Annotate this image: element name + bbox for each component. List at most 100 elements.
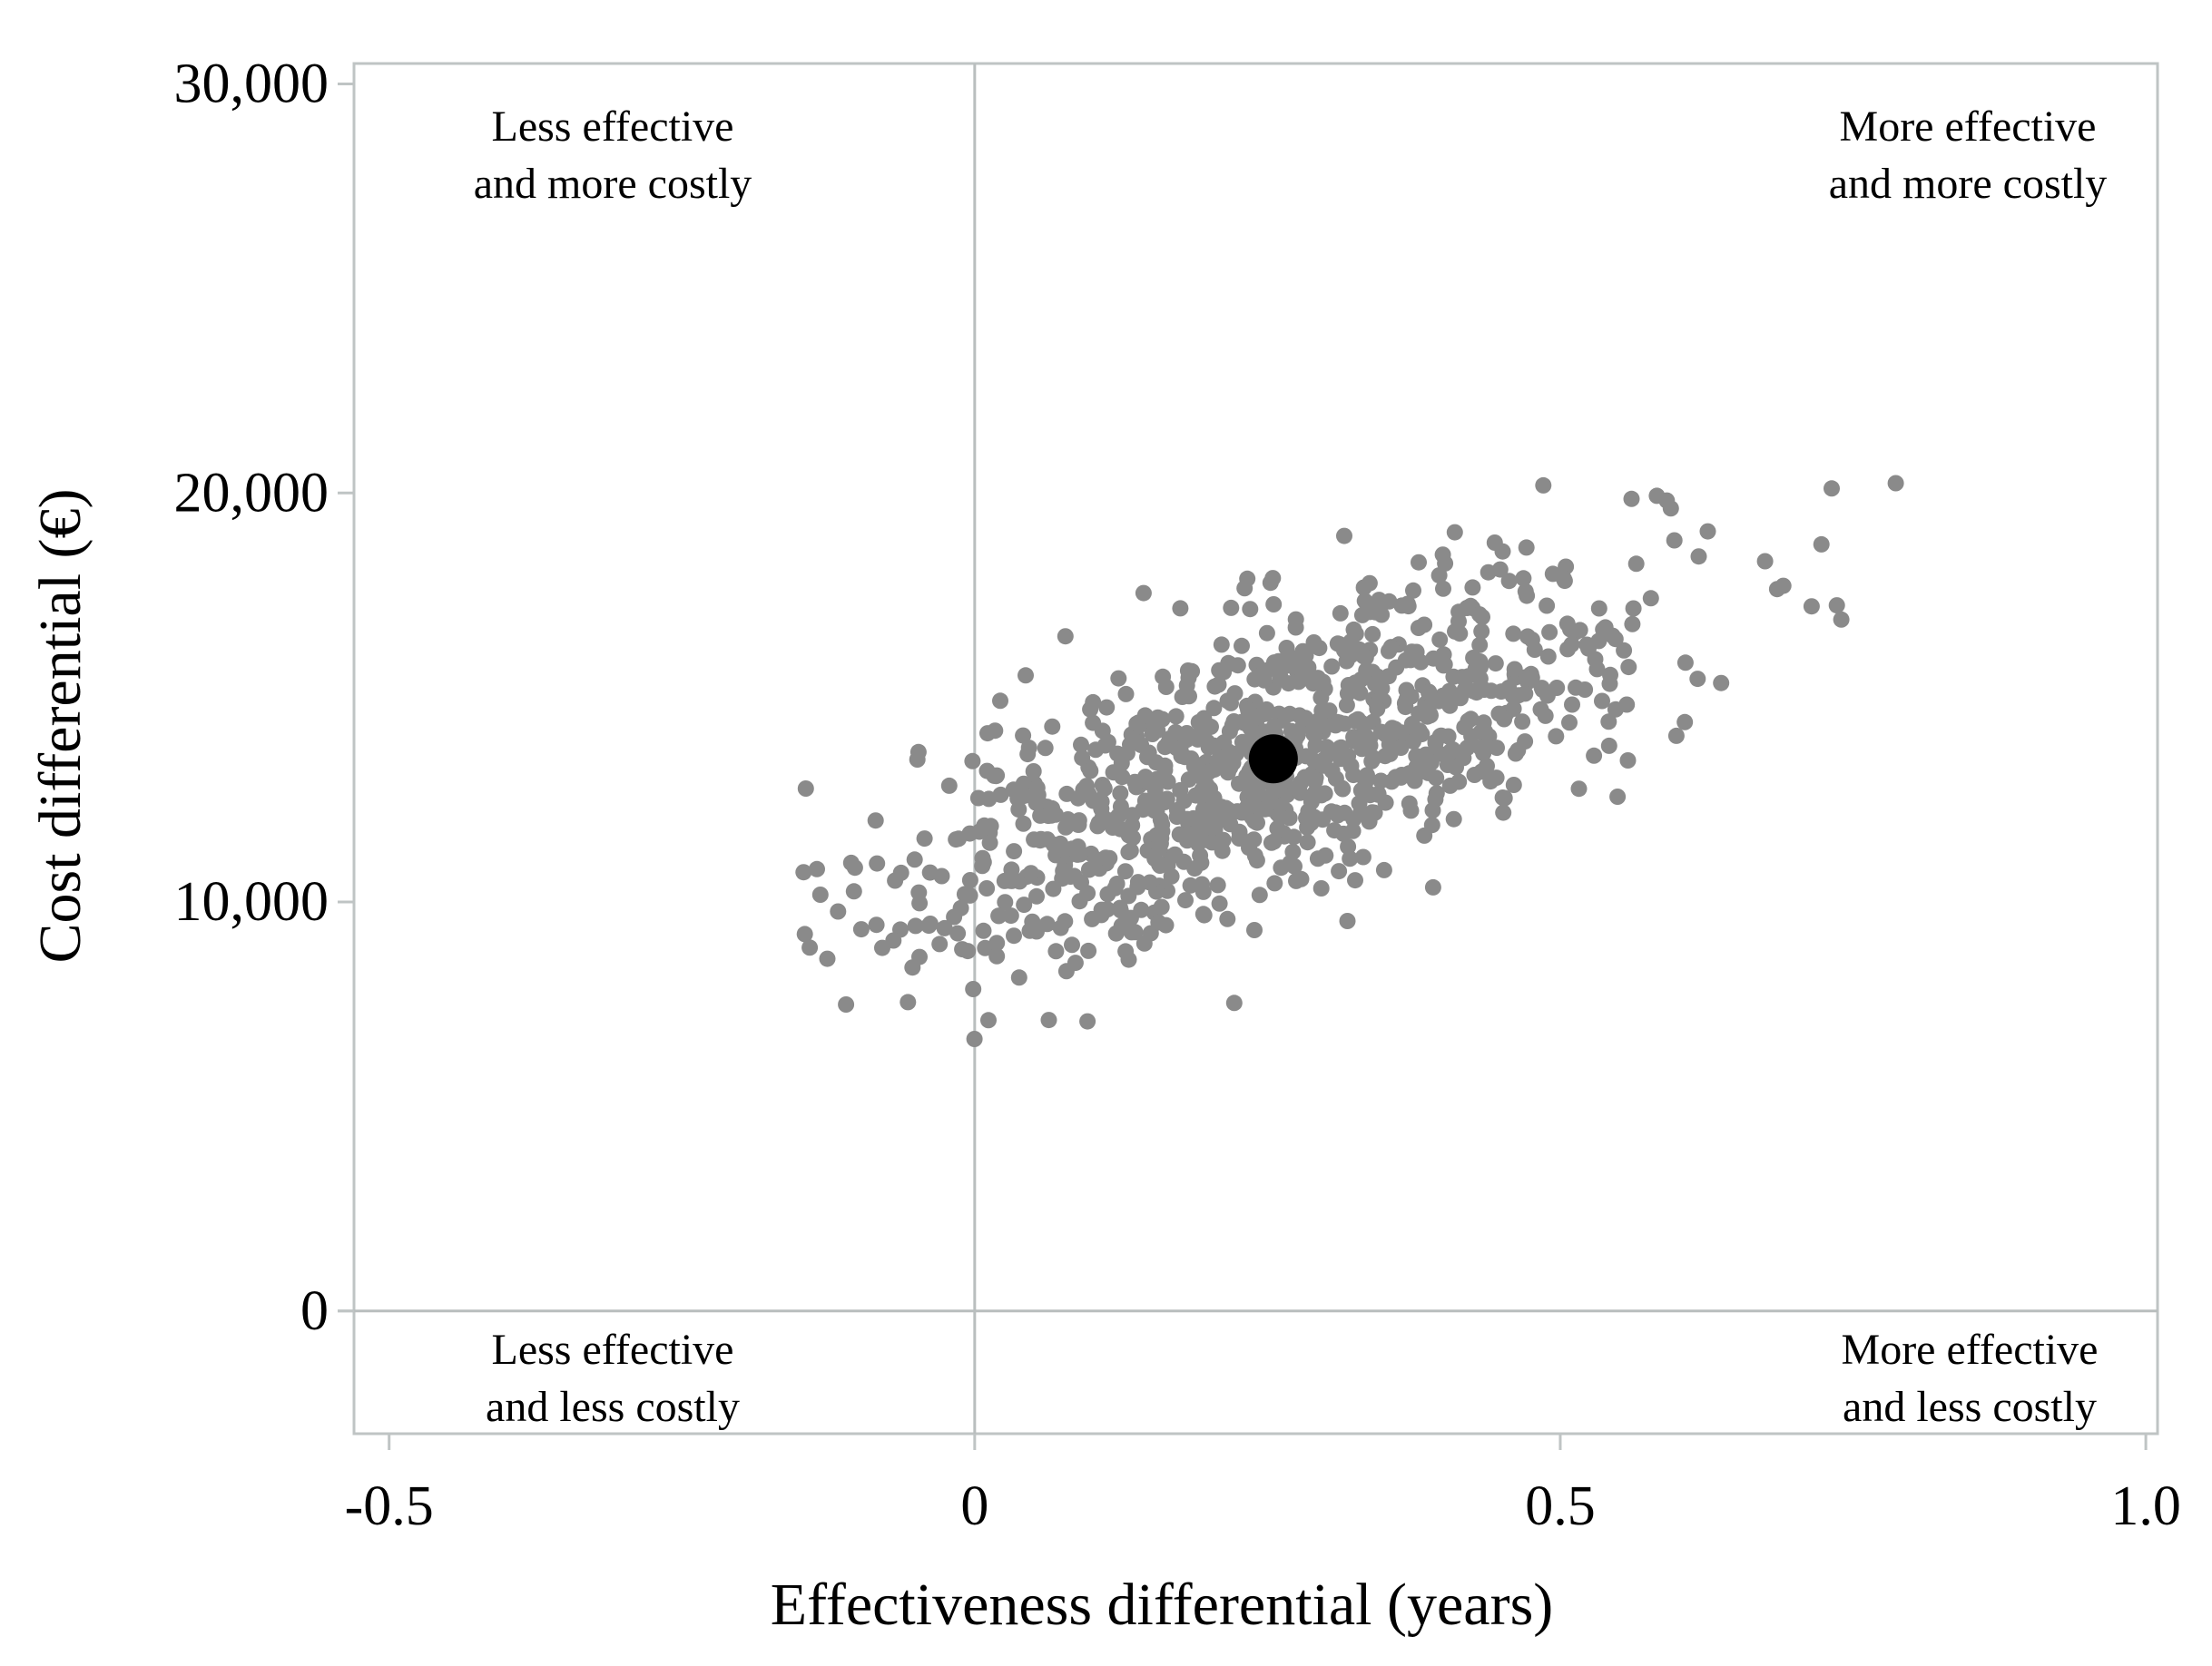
simulation-point [1064, 936, 1080, 954]
simulation-point [1194, 876, 1211, 893]
simulation-point [1500, 680, 1518, 696]
simulation-point [936, 919, 953, 936]
simulation-point [1439, 757, 1456, 773]
simulation-point [1129, 878, 1146, 896]
simulation-point [1020, 740, 1037, 757]
simulation-point [1209, 877, 1226, 894]
simulation-point [1586, 747, 1603, 764]
x-axis: -0.5 0 0.5 1.0 [345, 1434, 2181, 1537]
simulation-point [1156, 757, 1174, 774]
simulation-point [1382, 639, 1400, 656]
simulation-point [1364, 625, 1381, 642]
simulation-point [1347, 712, 1363, 730]
simulation-point [1105, 764, 1122, 781]
simulation-point [1327, 717, 1344, 734]
simulation-point [1473, 622, 1490, 640]
simulation-point [1015, 727, 1032, 744]
simulation-point [1559, 641, 1577, 658]
y-tick-label: 10,000 [174, 871, 329, 933]
simulation-point [1109, 745, 1126, 762]
simulation-point [1211, 811, 1227, 828]
simulation-point [1667, 727, 1685, 744]
simulation-point [1263, 834, 1280, 851]
simulation-point [1887, 475, 1904, 492]
simulation-point [1112, 820, 1129, 838]
simulation-point [1073, 736, 1089, 753]
quadrant-label-line: Less effective [492, 1326, 734, 1374]
simulation-point [1416, 616, 1433, 633]
simulation-point [1607, 631, 1624, 648]
simulation-point [1178, 810, 1195, 828]
simulation-point [1471, 670, 1489, 687]
simulation-point [931, 936, 949, 953]
simulation-point [1334, 780, 1352, 798]
simulation-point [867, 812, 884, 829]
simulation-point [1363, 804, 1381, 821]
simulation-point [904, 959, 921, 976]
simulation-point [1150, 914, 1167, 931]
simulation-point [1084, 910, 1101, 927]
y-tick-label: 0 [300, 1280, 329, 1342]
simulation-point [1413, 726, 1430, 743]
simulation-point [1139, 749, 1155, 766]
simulation-point [1141, 874, 1158, 891]
simulation-point [1163, 867, 1180, 885]
simulation-point [887, 872, 904, 889]
simulation-point [1428, 785, 1445, 802]
simulation-point [959, 943, 977, 960]
simulation-point [1480, 564, 1497, 581]
simulation-point [1518, 539, 1535, 556]
simulation-point [1075, 781, 1092, 799]
simulation-point [988, 935, 1006, 952]
simulation-point [868, 916, 885, 934]
simulation-point [1619, 752, 1637, 769]
simulation-point [1303, 793, 1320, 810]
simulation-point [1601, 675, 1618, 692]
simulation-point [900, 994, 917, 1011]
simulation-point [1444, 740, 1461, 758]
simulation-point [1342, 633, 1360, 651]
simulation-point [964, 752, 981, 769]
simulation-point [1210, 676, 1227, 693]
simulation-point [1222, 760, 1239, 776]
y-axis: 0 10,000 20,000 30,000 [174, 54, 354, 1342]
simulation-point [961, 872, 978, 888]
simulation-point [1285, 828, 1303, 846]
simulation-point [1494, 543, 1511, 560]
simulation-point [1411, 554, 1427, 571]
simulation-point [1003, 872, 1020, 889]
simulation-point [1002, 907, 1019, 925]
simulation-point [1220, 654, 1237, 671]
simulation-point [1190, 727, 1207, 743]
simulation-point [1080, 942, 1097, 959]
simulation-point [1526, 642, 1543, 658]
simulation-point [1211, 895, 1228, 912]
simulation-point [1283, 722, 1300, 740]
simulation-point [1213, 636, 1230, 653]
y-tick-label: 20,000 [174, 462, 329, 524]
simulation-point [838, 996, 855, 1013]
simulation-point [907, 917, 924, 935]
simulation-point [920, 917, 938, 935]
simulation-point [1175, 853, 1193, 870]
simulation-point [1471, 606, 1488, 623]
simulation-point [1099, 733, 1116, 750]
simulation-point [1225, 995, 1243, 1012]
simulation-point [1600, 737, 1617, 754]
simulation-point [1332, 604, 1349, 622]
simulation-point [1026, 831, 1043, 848]
simulation-point [1057, 963, 1075, 980]
simulation-point [1676, 713, 1694, 730]
simulation-point [1597, 619, 1614, 636]
simulation-point [1381, 593, 1398, 610]
simulation-point [1099, 886, 1116, 903]
simulation-point [1043, 807, 1060, 824]
simulation-point [1246, 922, 1263, 938]
simulation-point [1006, 927, 1022, 945]
simulation-point [1517, 685, 1534, 702]
simulation-point [980, 1012, 997, 1029]
simulation-point [1124, 807, 1141, 824]
quadrant-label-line: Less effective [492, 103, 734, 151]
simulation-point [1408, 748, 1425, 765]
simulation-point [1158, 790, 1175, 808]
